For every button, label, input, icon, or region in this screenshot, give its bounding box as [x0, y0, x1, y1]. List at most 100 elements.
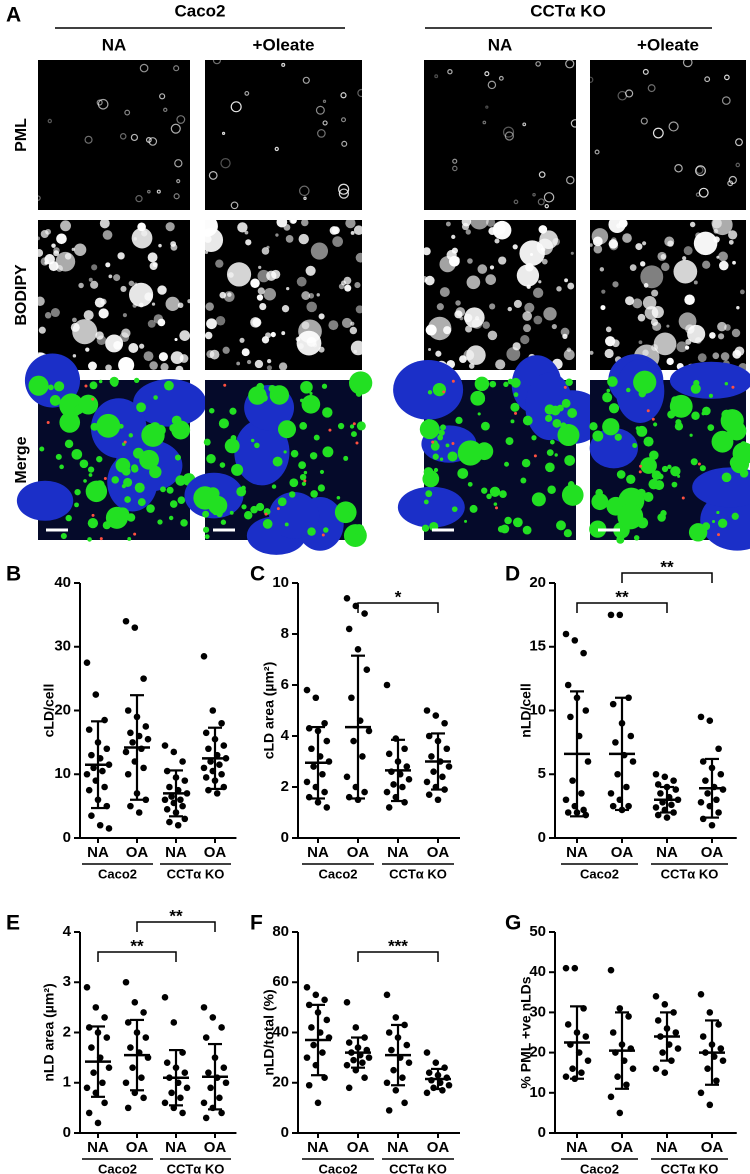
nucleus [16, 480, 74, 521]
data-point [181, 1069, 189, 1076]
data-point [361, 610, 368, 617]
lipid-droplet [72, 354, 77, 358]
lipid-droplet [340, 280, 347, 286]
data-point [661, 1069, 669, 1076]
lipid-droplet [255, 502, 265, 512]
lipid-droplet [99, 218, 110, 229]
data-point [708, 821, 716, 829]
pml-spot [695, 165, 706, 177]
lipid-droplet [147, 252, 158, 263]
data-point [609, 802, 617, 810]
data-point [122, 1079, 130, 1087]
lipid-droplet [551, 323, 557, 330]
pml-dot [533, 454, 537, 458]
lipid-droplet [134, 377, 140, 384]
lipid-droplet [276, 216, 288, 228]
lipid-droplet [318, 313, 325, 320]
lipid-droplet [660, 254, 667, 260]
pml-spot [244, 90, 250, 96]
lipid-droplet [464, 519, 468, 523]
data-point [654, 811, 662, 819]
data-point [345, 793, 353, 801]
data-point [652, 804, 660, 811]
data-point [127, 1044, 134, 1051]
data-point [135, 809, 143, 816]
lipid-droplet [439, 287, 450, 298]
lipid-droplet [94, 297, 105, 308]
pml-spot [176, 179, 181, 184]
column-header: NA [488, 35, 513, 54]
data-point [625, 1013, 632, 1020]
pml-spot [452, 165, 458, 172]
lipid-droplet [421, 524, 430, 532]
lipid-droplet [96, 413, 121, 438]
lipid-droplet [608, 403, 620, 414]
lipid-droplet [556, 286, 562, 292]
data-point [170, 748, 178, 756]
lipid-droplet [55, 251, 76, 272]
data-point [181, 815, 189, 823]
pml-spot [230, 201, 239, 210]
lipid-droplet [160, 363, 169, 372]
x-tick-label: NA [165, 1139, 187, 1156]
pml-dot [321, 533, 325, 537]
data-point [659, 1049, 666, 1056]
panel-label: B [6, 563, 21, 586]
group-header: Caco2 [174, 1, 225, 20]
lipid-droplet [443, 326, 452, 335]
data-point [668, 801, 675, 809]
lipid-droplet [468, 363, 475, 369]
data-point [401, 1099, 408, 1107]
data-point [345, 1039, 353, 1046]
data-point [200, 653, 208, 660]
data-point [704, 1065, 711, 1072]
lipid-droplet [95, 331, 104, 340]
lipid-droplet [266, 365, 273, 371]
data-point [101, 1099, 108, 1107]
lipid-droplet [139, 449, 160, 470]
data-point [697, 991, 705, 998]
pml-spot [735, 162, 741, 168]
x-tick-label: OA [611, 1139, 634, 1156]
pml-spot [340, 117, 347, 123]
lipid-droplet [170, 243, 178, 251]
pml-spot [724, 74, 730, 81]
pml-spot [647, 84, 656, 93]
y-axis-label: nLD/total (%) [261, 989, 277, 1075]
lipid-droplet [671, 481, 678, 488]
row-label: PML [13, 118, 30, 152]
micrograph [16, 353, 207, 542]
significance-label: ** [660, 557, 674, 576]
lipid-droplet [133, 447, 144, 459]
data-point [385, 1029, 393, 1036]
lipid-droplet [495, 359, 506, 370]
lipid-droplet [166, 486, 174, 494]
data-point [205, 1069, 212, 1076]
lipid-droplet [306, 301, 317, 313]
lipid-droplet [637, 313, 646, 322]
lipid-droplet [215, 259, 224, 268]
lipid-droplet [507, 306, 512, 312]
pml-spot [147, 189, 151, 194]
lipid-droplet [59, 464, 64, 470]
lipid-droplet [480, 421, 490, 431]
data-point [654, 781, 662, 788]
micrograph [35, 60, 190, 210]
lipid-droplet [556, 520, 566, 531]
lipid-droplet [122, 313, 127, 318]
data-point [425, 732, 433, 740]
lipid-droplet [256, 382, 265, 391]
panel-label: E [6, 912, 20, 935]
data-point [312, 991, 320, 999]
data-point [706, 1101, 714, 1109]
lipid-droplet [699, 465, 706, 472]
lipid-droplet [219, 291, 227, 299]
data-point [323, 804, 331, 811]
data-point [580, 649, 587, 657]
lipid-droplet [605, 336, 616, 347]
data-point [90, 1069, 97, 1076]
lipid-droplet [666, 324, 670, 328]
lipid-droplet [262, 519, 273, 529]
lipid-droplet [625, 296, 635, 306]
lipid-droplet [350, 231, 355, 235]
